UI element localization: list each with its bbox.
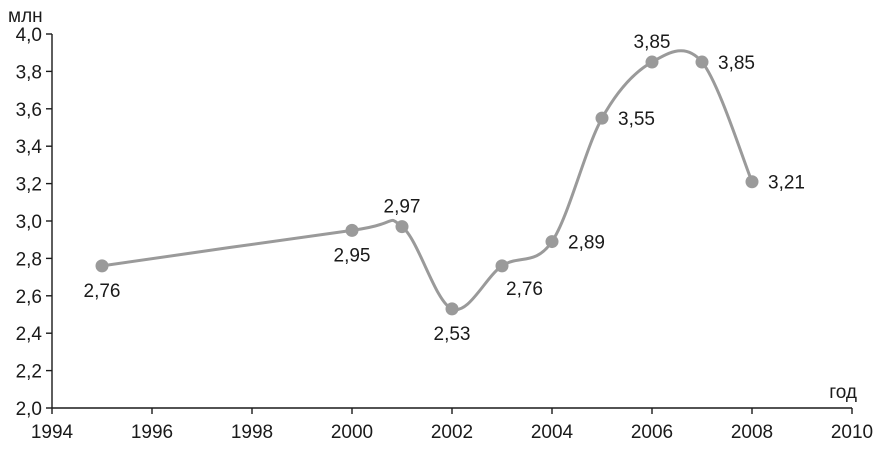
x-axis-title: год xyxy=(829,382,857,403)
y-tick-label: 2,6 xyxy=(16,287,42,308)
data-label: 2,95 xyxy=(334,245,371,266)
data-label: 2,76 xyxy=(84,281,121,302)
y-tick-label: 3,0 xyxy=(16,212,42,233)
x-tick-label: 2000 xyxy=(331,422,373,443)
data-point xyxy=(395,220,409,234)
data-label: 2,76 xyxy=(506,279,543,300)
x-tick-label: 2004 xyxy=(531,422,574,443)
data-label: 3,21 xyxy=(768,173,805,194)
data-point xyxy=(645,55,659,69)
x-axis-ticks: 1994 1996 1998 2000 2002 2004 2006 2008 2010 xyxy=(31,408,873,443)
data-point xyxy=(95,259,109,273)
y-tick-label: 2,8 xyxy=(16,249,42,270)
y-tick-label: 2,4 xyxy=(16,324,43,345)
y-tick-label: 3,2 xyxy=(16,175,42,196)
y-axis-title: млн xyxy=(8,6,43,27)
y-tick-label: 3,6 xyxy=(16,100,42,121)
data-label: 3,85 xyxy=(634,32,671,53)
axes xyxy=(51,34,852,409)
data-point xyxy=(495,259,509,273)
y-tick-label: 3,4 xyxy=(16,137,43,158)
data-point xyxy=(445,302,459,316)
data-label: 2,97 xyxy=(384,197,421,218)
x-tick-label: 2002 xyxy=(431,422,473,443)
y-tick-label: 2,2 xyxy=(16,362,42,383)
series-line xyxy=(100,49,754,311)
data-label: 3,85 xyxy=(718,53,755,74)
data-point xyxy=(345,223,359,237)
data-point xyxy=(695,55,709,69)
x-tick-label: 2006 xyxy=(631,422,673,443)
x-tick-label: 1994 xyxy=(31,422,74,443)
series-group: 2,76 2,95 2,97 2,53 2,76 2,89 3,55 3,85 3,85 3,21 xyxy=(84,32,805,345)
data-point xyxy=(595,111,609,125)
data-label: 2,53 xyxy=(434,324,471,345)
x-tick-label: 1996 xyxy=(131,422,173,443)
y-tick-label: 3,8 xyxy=(16,62,42,83)
data-point xyxy=(545,235,559,249)
data-label: 3,55 xyxy=(618,109,655,130)
y-tick-label: 4,0 xyxy=(16,25,42,46)
x-tick-label: 1998 xyxy=(231,422,273,443)
data-point xyxy=(745,175,759,189)
data-label: 2,89 xyxy=(568,233,605,254)
y-axis-ticks: 2,0 2,2 2,4 2,6 2,8 3,0 3,2 3,4 3,6 3,8 4,0 xyxy=(16,25,52,420)
x-tick-label: 2008 xyxy=(731,422,773,443)
x-tick-label: 2010 xyxy=(831,422,873,443)
y-tick-label: 2,0 xyxy=(16,399,42,420)
